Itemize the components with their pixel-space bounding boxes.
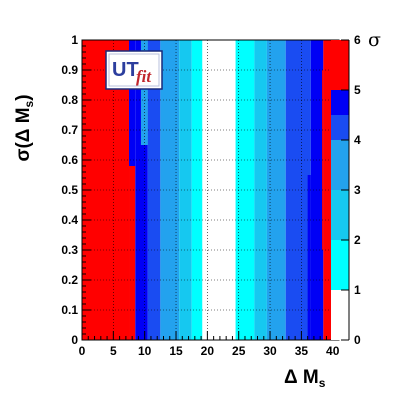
heatmap-column-upper-1 <box>129 40 136 166</box>
x-tick-label-1: 5 <box>110 344 117 358</box>
colorbar-band-1 <box>331 240 349 290</box>
y-axis-ticks: 0 0.1 0.2 0.3 0.4 0.5 0.6 0.7 0.8 0.9 1 <box>61 33 91 347</box>
heatmap-edge-step-0 <box>140 40 148 145</box>
colorbar-band-0 <box>331 290 349 340</box>
y-axis-title-close: ) <box>13 94 34 100</box>
y-tick-label-7: 0.7 <box>61 123 78 137</box>
colorbar-band-3 <box>331 140 349 190</box>
colorbar-tick-label-4: 4 <box>354 133 361 147</box>
logo-fit-text: fit <box>136 67 152 86</box>
heatmap-column-12 <box>310 40 324 340</box>
x-tick-label-7: 35 <box>295 344 309 358</box>
colorbar-tick-label-5: 5 <box>354 83 361 97</box>
heatmap-column-1 <box>129 166 136 340</box>
colorbar-tick-label-6: 6 <box>354 33 361 47</box>
x-tick-label-2: 10 <box>138 344 152 358</box>
y-tick-label-2: 0.2 <box>61 273 78 287</box>
x-tick-label-8: 40 <box>326 344 340 358</box>
heatmap-column-5 <box>179 40 192 340</box>
y-axis-title: σ(Δ Ms) <box>13 94 36 161</box>
grid-lines <box>82 40 339 340</box>
x-tick-label-0: 0 <box>79 344 86 358</box>
x-tick-label-3: 15 <box>169 344 183 358</box>
heatmap-column-7 <box>202 40 236 340</box>
logo-ut-text: UT <box>112 59 139 81</box>
y-axis-title-main: σ(Δ M <box>13 107 34 161</box>
x-tick-label-4: 20 <box>201 344 215 358</box>
x-axis-title-main: Δ M <box>284 367 319 388</box>
colorbar-ticks: 0 1 2 3 4 5 6 <box>341 33 361 347</box>
x-axis-title-sub: s <box>319 376 326 390</box>
x-tick-label-6: 30 <box>263 344 277 358</box>
y-tick-label-9: 0.9 <box>61 63 78 77</box>
colorbar <box>331 40 349 340</box>
colorbar-tick-label-3: 3 <box>354 183 361 197</box>
y-tick-label-0: 0 <box>71 333 78 347</box>
y-tick-label-6: 0.6 <box>61 153 78 167</box>
colorbar-tick-label-1: 1 <box>354 283 361 297</box>
y-tick-label-1: 0.1 <box>61 303 78 317</box>
heatmap-edge-step-1 <box>307 175 311 340</box>
colorbar-tick-label-0: 0 <box>354 333 361 347</box>
colorbar-band-2 <box>331 190 349 240</box>
heatmap-column-9 <box>254 40 267 340</box>
colorbar-band-red <box>331 40 349 90</box>
y-axis-title-sub: s <box>22 100 36 107</box>
heatmap-column-6 <box>191 40 203 340</box>
logo: UT fit <box>105 50 163 90</box>
y-tick-label-4: 0.4 <box>61 213 78 227</box>
x-tick-label-5: 25 <box>232 344 246 358</box>
colorbar-band-blue <box>331 90 349 115</box>
x-axis-ticks: 0 5 10 15 20 25 30 35 40 <box>79 331 340 358</box>
x-axis-title: Δ Ms <box>284 367 326 390</box>
y-tick-label-10: 1 <box>71 33 78 47</box>
y-tick-label-5: 0.5 <box>61 183 78 197</box>
y-tick-label-3: 0.3 <box>61 243 78 257</box>
y-tick-label-8: 0.8 <box>61 93 78 107</box>
colorbar-title: σ <box>368 29 381 51</box>
colorbar-tick-label-2: 2 <box>354 233 361 247</box>
heatmap-column-10 <box>266 40 286 340</box>
